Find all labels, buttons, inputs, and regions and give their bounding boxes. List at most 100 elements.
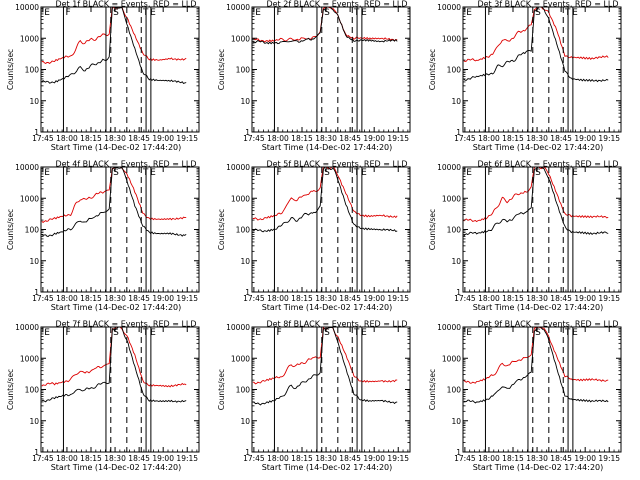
x-tick-label: 19:15 bbox=[387, 134, 409, 143]
marker-letter: E bbox=[150, 168, 156, 178]
y-tick-label: 10 bbox=[240, 257, 250, 266]
plot-frame bbox=[462, 166, 622, 293]
marker-letter: T bbox=[142, 168, 149, 178]
x-tick-label: 17:45 bbox=[243, 454, 265, 463]
marker-letter: E bbox=[466, 168, 472, 178]
x-tick-label: 18:00 bbox=[267, 454, 289, 463]
y-tick-label: 1 bbox=[34, 288, 39, 297]
x-tick-label: 19:15 bbox=[387, 294, 409, 303]
x-tick-label: 18:30 bbox=[526, 454, 548, 463]
x-tick-label: 19:00 bbox=[363, 134, 385, 143]
y-tick-label: 100 bbox=[447, 66, 462, 75]
plot-frame bbox=[462, 326, 622, 453]
y-tick-label: 1000 bbox=[231, 194, 250, 203]
marker-letter: E bbox=[44, 328, 50, 338]
series-events bbox=[41, 327, 187, 403]
y-tick-label: 1000 bbox=[442, 194, 461, 203]
y-tick-label: 10000 bbox=[437, 3, 461, 12]
marker-letter: F bbox=[488, 168, 493, 178]
x-tick-label: 19:15 bbox=[598, 454, 620, 463]
marker-letter: F bbox=[277, 8, 282, 18]
marker-letter: S bbox=[324, 8, 330, 18]
marker-letter: T bbox=[564, 328, 571, 338]
x-tick-label: 19:00 bbox=[152, 454, 174, 463]
marker-letter: F bbox=[66, 168, 71, 178]
series-events bbox=[252, 327, 398, 406]
x-tick-label: 17:45 bbox=[454, 134, 476, 143]
y-tick-label: 100 bbox=[25, 226, 40, 235]
x-tick-label: 18:45 bbox=[550, 454, 572, 463]
y-tick-label: 10 bbox=[29, 417, 39, 426]
y-tick-label: 1 bbox=[456, 288, 461, 297]
series-lld bbox=[252, 167, 398, 221]
x-tick-label: 19:15 bbox=[176, 294, 198, 303]
x-tick-label: 19:15 bbox=[598, 294, 620, 303]
y-tick-label: 1 bbox=[245, 448, 250, 457]
y-axis-label: Counts/sec bbox=[217, 369, 226, 410]
y-tick-label: 1 bbox=[34, 448, 39, 457]
y-tick-label: 1000 bbox=[442, 34, 461, 43]
y-tick-label: 100 bbox=[236, 66, 251, 75]
x-axis-label: Start Time (14-Dec-02 17:44:20) bbox=[51, 303, 182, 312]
x-tick-label: 17:45 bbox=[32, 294, 54, 303]
x-tick-label: 18:30 bbox=[104, 294, 126, 303]
y-tick-label: 1000 bbox=[20, 354, 39, 363]
series-events bbox=[463, 327, 609, 404]
series-lld bbox=[463, 167, 609, 223]
marker-letter: E bbox=[361, 328, 367, 338]
marker-letter: S bbox=[113, 8, 119, 18]
y-tick-label: 10 bbox=[451, 97, 461, 106]
y-tick-label: 10 bbox=[451, 257, 461, 266]
x-tick-label: 18:15 bbox=[291, 294, 313, 303]
y-tick-label: 100 bbox=[236, 386, 251, 395]
x-tick-label: 19:00 bbox=[363, 454, 385, 463]
marker-letter: E bbox=[255, 328, 261, 338]
panel-title: Det 6f BLACK = Events, RED = LLD bbox=[477, 160, 618, 169]
x-tick-label: 19:00 bbox=[574, 454, 596, 463]
panel-title: Det 9f BLACK = Events, RED = LLD bbox=[477, 320, 618, 329]
marker-letter: S bbox=[324, 328, 330, 338]
x-tick-label: 18:15 bbox=[80, 134, 102, 143]
marker-letter: E bbox=[44, 168, 50, 178]
plot-frame bbox=[40, 166, 200, 293]
marker-letter: E bbox=[150, 328, 156, 338]
x-tick-label: 18:30 bbox=[104, 134, 126, 143]
marker-letter: T bbox=[564, 8, 571, 18]
x-tick-label: 18:15 bbox=[291, 454, 313, 463]
marker-letter: S bbox=[113, 168, 119, 178]
panel-title: Det 1f BLACK = Events, RED = LLD bbox=[55, 0, 196, 9]
x-axis-label: Start Time (14-Dec-02 17:44:20) bbox=[473, 303, 604, 312]
plot-frame bbox=[40, 326, 200, 453]
x-tick-label: 19:15 bbox=[176, 134, 198, 143]
y-axis-label: Counts/sec bbox=[6, 49, 15, 90]
y-tick-label: 10000 bbox=[437, 323, 461, 332]
y-tick-label: 10000 bbox=[15, 3, 39, 12]
y-tick-label: 100 bbox=[25, 386, 40, 395]
y-tick-label: 10000 bbox=[226, 3, 250, 12]
y-tick-label: 1 bbox=[456, 128, 461, 137]
marker-letter: T bbox=[142, 8, 149, 18]
x-tick-label: 18:00 bbox=[56, 134, 78, 143]
y-tick-label: 100 bbox=[447, 226, 462, 235]
series-lld bbox=[463, 327, 609, 384]
x-tick-label: 18:15 bbox=[80, 294, 102, 303]
x-tick-label: 17:45 bbox=[32, 134, 54, 143]
series-events bbox=[41, 167, 187, 237]
marker-letter: T bbox=[353, 328, 360, 338]
marker-letter: E bbox=[44, 8, 50, 18]
x-tick-label: 18:30 bbox=[526, 294, 548, 303]
x-tick-label: 18:45 bbox=[128, 134, 150, 143]
x-tick-label: 18:15 bbox=[502, 454, 524, 463]
x-tick-label: 18:15 bbox=[502, 294, 524, 303]
marker-letter: E bbox=[572, 8, 578, 18]
marker-letter: F bbox=[277, 168, 282, 178]
x-tick-label: 18:45 bbox=[339, 134, 361, 143]
marker-letter: S bbox=[113, 328, 119, 338]
x-tick-label: 18:00 bbox=[478, 454, 500, 463]
y-axis-label: Counts/sec bbox=[6, 369, 15, 410]
